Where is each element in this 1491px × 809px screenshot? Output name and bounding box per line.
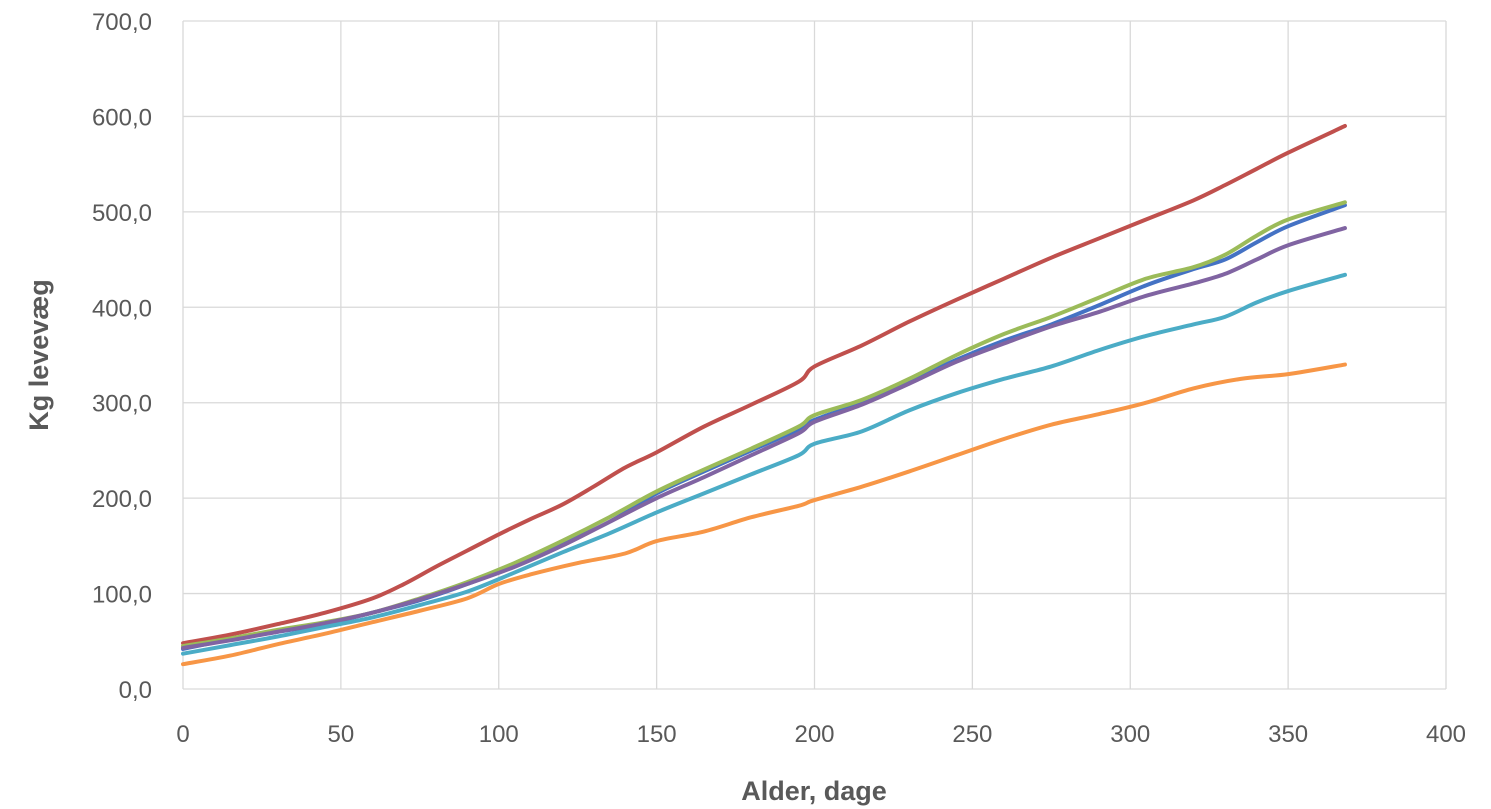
y-tick-label: 700,0 (92, 9, 152, 36)
y-tick-label: 0,0 (119, 677, 152, 704)
series-line-5 (181, 272, 1347, 656)
x-tick-label: 350 (1268, 721, 1308, 748)
series-line-3 (181, 200, 1347, 649)
x-tick-label: 200 (794, 721, 834, 748)
x-tick-label: 300 (1110, 721, 1150, 748)
gridlines (182, 20, 1447, 690)
x-tick-label: 0 (176, 721, 189, 748)
y-tick-label: 600,0 (92, 104, 152, 131)
y-tick-label: 200,0 (92, 486, 152, 513)
x-tick-label: 50 (328, 721, 355, 748)
y-tick-label: 400,0 (92, 295, 152, 322)
y-tick-label: 500,0 (92, 200, 152, 227)
series-line-6 (181, 362, 1347, 667)
y-tick-label: 300,0 (92, 391, 152, 418)
series-line-2 (181, 123, 1347, 646)
x-axis-title: Alder, dage (741, 776, 887, 806)
x-axis-tick-labels: 0 50 100 150 200 250 300 350 400 (176, 721, 1466, 748)
series-line-4 (181, 226, 1347, 650)
x-tick-label: 250 (952, 721, 992, 748)
y-tick-label: 100,0 (92, 582, 152, 609)
series-lines (181, 123, 1347, 667)
x-tick-label: 150 (637, 721, 677, 748)
x-tick-label: 100 (479, 721, 519, 748)
y-axis-tick-labels: 0,0 100,0 200,0 300,0 400,0 500,0 600,0 700,0 (92, 9, 152, 704)
x-tick-label: 400 (1426, 721, 1466, 748)
y-axis-title: Kg levevæg (24, 279, 54, 431)
